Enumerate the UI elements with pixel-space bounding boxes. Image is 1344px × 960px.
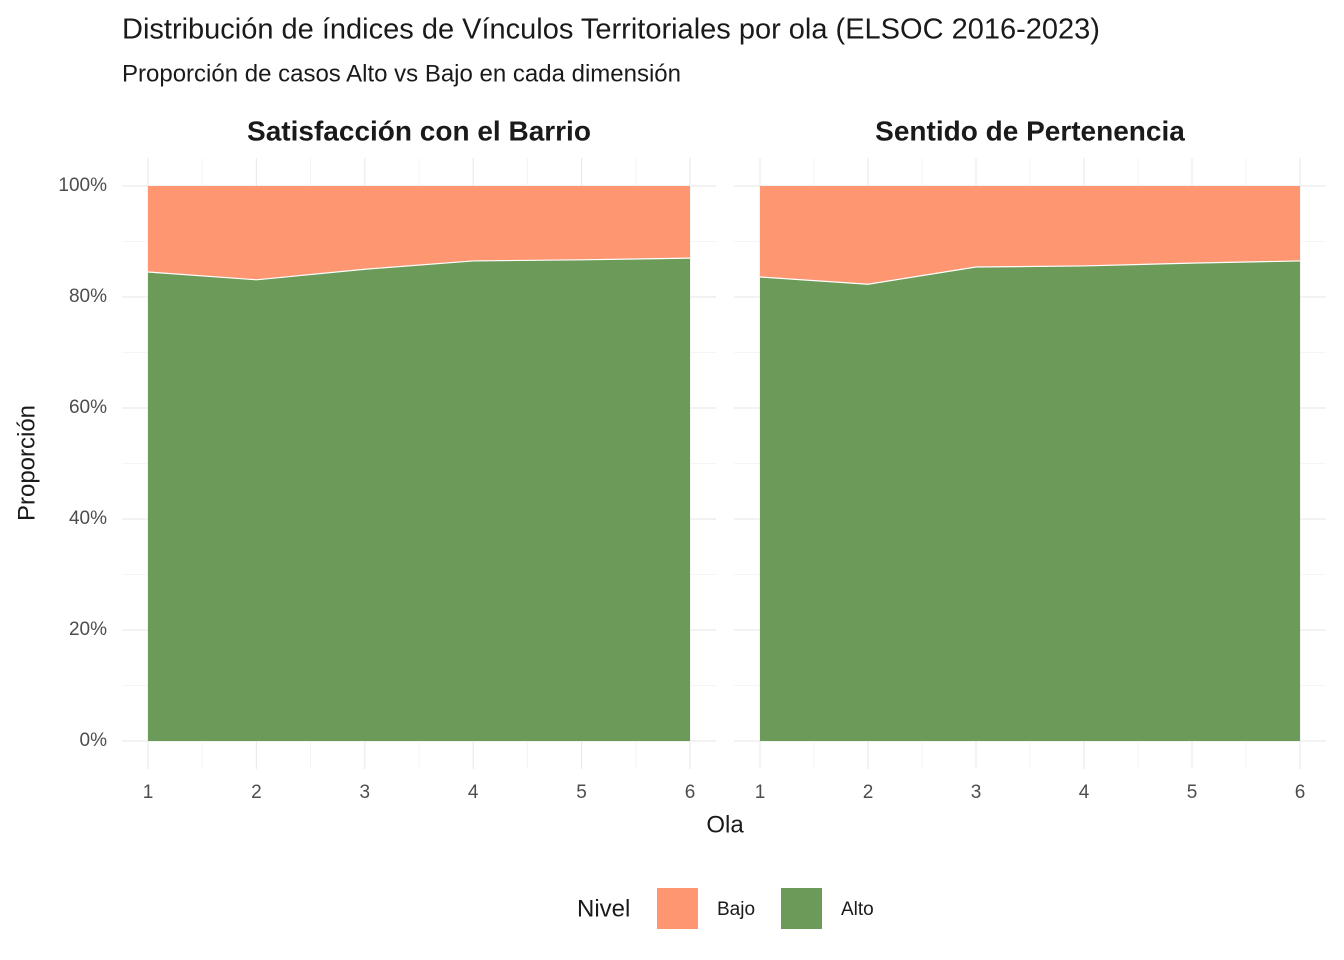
y-axis-label: Proporción <box>13 405 40 521</box>
y-tick-label: 100% <box>58 175 107 196</box>
area <box>148 186 690 280</box>
x-tick-label: 3 <box>360 782 371 803</box>
y-tick-label: 20% <box>69 619 107 640</box>
area <box>760 186 1300 285</box>
x-tick-label: 4 <box>1079 782 1090 803</box>
x-axis-label: Ola <box>706 811 744 838</box>
x-tick-label: 2 <box>863 782 874 803</box>
area <box>148 258 690 741</box>
y-tick-label: 40% <box>69 508 107 529</box>
x-tick-label: 2 <box>251 782 262 803</box>
chart-title: Distribución de índices de Vínculos Terr… <box>122 14 1100 46</box>
y-tick-label: 0% <box>80 730 108 751</box>
y-tick-label: 60% <box>69 397 107 418</box>
legend-title: Nivel <box>577 895 630 922</box>
panel: 1 2 3 4 5 6 Sentido de Pertenencia <box>734 115 1326 803</box>
legend-key <box>781 888 822 929</box>
legend-label: Alto <box>841 899 874 920</box>
x-tick-label: 6 <box>1295 782 1306 803</box>
chart-subtitle: Proporción de casos Alto vs Bajo en cada… <box>122 60 681 87</box>
panel: 1 2 3 4 5 6 Satisfacción con el Barrio <box>122 115 716 803</box>
x-tick-label: 5 <box>576 782 587 803</box>
x-tick-label: 4 <box>468 782 479 803</box>
area <box>760 260 1300 741</box>
x-tick-label: 1 <box>143 782 154 803</box>
legend-label: Bajo <box>717 899 755 920</box>
area-boundary <box>147 257 691 281</box>
y-tick-label: 80% <box>69 286 107 307</box>
x-tick-label: 3 <box>971 782 982 803</box>
legend-key <box>657 888 698 929</box>
panel-title: Sentido de Pertenencia <box>875 115 1185 146</box>
area-boundary <box>759 260 1301 285</box>
x-tick-label: 6 <box>685 782 696 803</box>
panel-title: Satisfacción con el Barrio <box>247 115 591 146</box>
x-tick-label: 5 <box>1187 782 1198 803</box>
x-tick-label: 1 <box>755 782 766 803</box>
